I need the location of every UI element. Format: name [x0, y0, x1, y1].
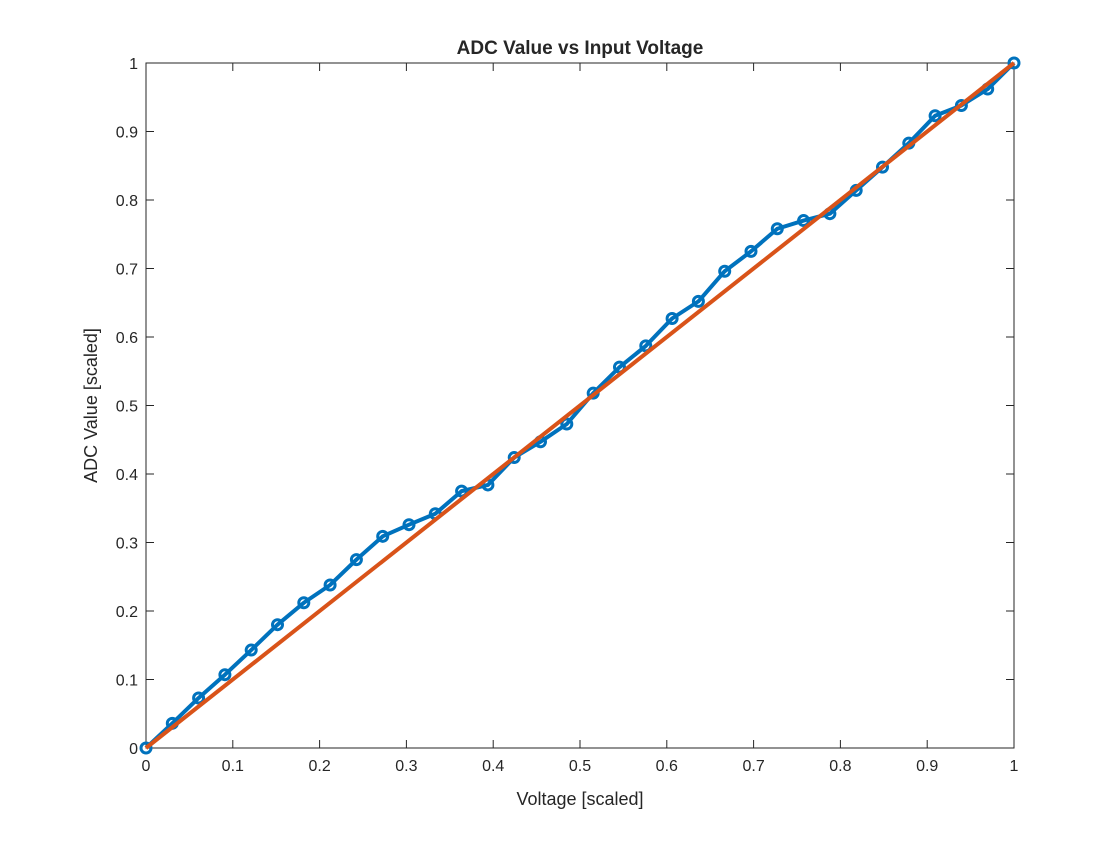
y-tick-label: 0.2: [116, 604, 138, 621]
data-point: [402, 518, 416, 532]
data-point: [954, 98, 968, 112]
y-tick-label: 0: [129, 741, 138, 758]
data-point: [770, 222, 784, 236]
y-tick-label: 0.8: [116, 193, 138, 210]
data-point: [560, 417, 574, 431]
y-tick-label: 0.5: [116, 399, 138, 416]
x-tick-label: 1: [1010, 758, 1019, 775]
x-tick-label: 0: [142, 758, 151, 775]
data-point: [271, 618, 285, 632]
x-tick-label: 0.4: [482, 758, 504, 775]
data-point: [1007, 56, 1021, 70]
series-layer: [139, 56, 1021, 755]
data-point: [875, 160, 889, 174]
x-tick-label: 0.9: [916, 758, 938, 775]
data-point: [639, 339, 653, 353]
x-tick-label: 0.3: [395, 758, 417, 775]
x-tick-label: 0.1: [222, 758, 244, 775]
data-point: [244, 643, 258, 657]
y-tick-label: 0.9: [116, 125, 138, 142]
x-tick-label: 0.7: [742, 758, 764, 775]
axis-ticks: 0 0.1 0.2 0.3 0.4 0.5 0.6 0.7 0.8 0.9 1 0 0.1 0.2 0.3 0…: [116, 56, 1019, 775]
x-tick-label: 0.5: [569, 758, 591, 775]
data-point: [218, 668, 232, 682]
x-tick-label: 0.2: [308, 758, 330, 775]
data-point: [691, 294, 705, 308]
data-point: [744, 244, 758, 258]
data-point: [297, 596, 311, 610]
series-ideal: [144, 61, 1016, 750]
y-tick-label: 1: [129, 56, 138, 73]
y-tick-label: 0.4: [116, 467, 138, 484]
x-tick-label: 0.6: [656, 758, 678, 775]
data-point: [797, 214, 811, 228]
y-tick-label: 0.3: [116, 536, 138, 553]
data-point: [349, 553, 363, 567]
data-point: [718, 264, 732, 278]
data-point: [928, 109, 942, 123]
chart-title: ADC Value vs Input Voltage: [457, 38, 704, 59]
y-axis-label: ADC Value [scaled]: [81, 328, 101, 483]
data-point: [139, 741, 153, 755]
x-axis-label: Voltage [scaled]: [516, 789, 643, 809]
y-tick-label: 0.7: [116, 262, 138, 279]
data-point: [376, 529, 390, 543]
data-point: [323, 578, 337, 592]
series-line: [144, 61, 1016, 750]
data-point: [455, 484, 469, 498]
data-point: [665, 312, 679, 326]
data-point: [192, 691, 206, 705]
x-tick-label: 0.8: [829, 758, 851, 775]
y-tick-label: 0.6: [116, 330, 138, 347]
y-tick-label: 0.1: [116, 673, 138, 690]
data-point: [507, 451, 521, 465]
